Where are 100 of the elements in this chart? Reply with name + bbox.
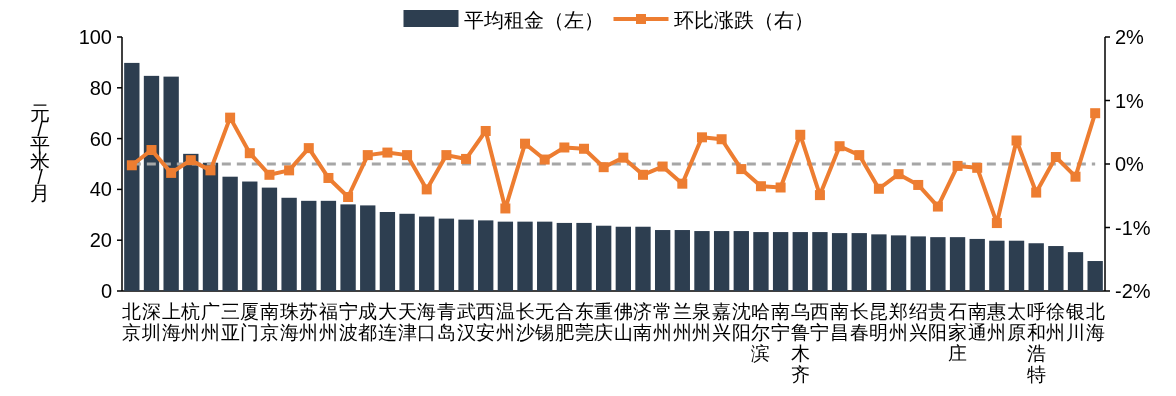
point [873,183,884,194]
x-tick-label: 兰州 [672,301,692,343]
x-tick-label: 杭州 [180,301,201,343]
bar [1067,252,1084,291]
point [421,184,432,195]
bar [1008,240,1025,291]
y-tick-label: 60 [89,127,112,150]
x-tick-label: 成都 [358,301,378,343]
bar [497,221,514,291]
bar [242,181,258,291]
x-tick-label: 深圳 [140,301,161,343]
x-tick-label: 南昌 [830,301,850,343]
x-tick-label: 南通 [967,301,987,343]
bar [792,232,808,291]
point [1050,152,1061,163]
x-tick-label: 上海 [161,301,181,343]
point [402,150,413,161]
point [146,145,157,156]
x-tick-label: 呼和浩特 [1026,301,1046,385]
point [441,150,452,161]
bar [320,200,337,291]
x-tick-label: 郑州 [889,301,909,343]
bar [851,233,867,291]
point [991,218,1002,229]
bar [674,230,690,291]
point [814,190,825,201]
x-tick-label: 珠海 [279,301,299,343]
bar [576,222,592,291]
point [1011,135,1022,146]
point [696,132,707,143]
bar [1087,261,1103,291]
x-tick-label: 大连 [377,301,397,343]
y2-tick-label: -2% [1115,280,1151,302]
bar [831,233,848,291]
point [539,154,550,165]
point [579,143,590,154]
point [755,181,766,192]
point [244,148,255,159]
bar [281,197,297,291]
bar [458,219,474,291]
bar [419,216,435,291]
y-tick-label: 0 [100,280,112,302]
bar [596,225,612,291]
point [618,152,629,163]
x-tick-label: 哈尔滨 [751,301,771,364]
y2-tick-label: 0% [1115,153,1145,175]
x-tick-label: 天津 [397,301,417,343]
point [520,138,531,149]
x-tick-label: 贵阳 [928,301,948,343]
bar [871,234,887,291]
bar [301,200,317,291]
bar [202,162,219,291]
bar [379,212,396,291]
y-tick-label: 40 [89,178,112,201]
bar [930,237,946,291]
bar [733,231,749,291]
bar [989,240,1005,291]
x-tick-label: 三亚 [220,301,240,343]
y-tick-label: 80 [89,76,112,99]
point [205,165,216,176]
point [500,203,511,214]
point [716,134,727,145]
bar [222,176,238,291]
point [343,192,354,203]
bar [261,187,278,291]
bar [438,218,455,291]
bar [124,62,140,291]
x-tick-label: 石家庄 [948,301,968,364]
x-tick-label: 青岛 [436,301,456,343]
bar [556,222,573,291]
point [225,112,236,123]
point [893,169,904,180]
point [736,164,747,175]
x-tick-label: 西安 [476,301,496,343]
point [795,129,806,140]
x-tick-label: 徐州 [1046,301,1066,343]
x-tick-label: 沈阳 [731,301,751,343]
x-tick-label: 泉州 [692,301,712,343]
x-tick-label: 温州 [495,301,515,343]
x-tick-label: 北海 [1085,301,1105,343]
y2-tick-label: -1% [1115,216,1151,239]
legend-label: 环比涨跌（右） [673,9,814,31]
point [1070,171,1081,182]
bar [163,76,179,291]
point [166,167,177,178]
x-tick-label: 长春 [849,301,869,343]
point [657,161,668,172]
point [362,150,373,161]
point [559,142,570,153]
bar [340,204,356,291]
bar [517,221,533,291]
bar [478,220,494,291]
x-tick-label: 长沙 [515,301,535,343]
x-tick-label: 广州 [200,301,220,343]
point [913,179,924,190]
bar [399,213,415,291]
x-tick-label: 济南 [633,301,653,343]
x-tick-label: 嘉兴 [712,301,732,343]
bar [537,221,553,291]
point [185,155,196,166]
